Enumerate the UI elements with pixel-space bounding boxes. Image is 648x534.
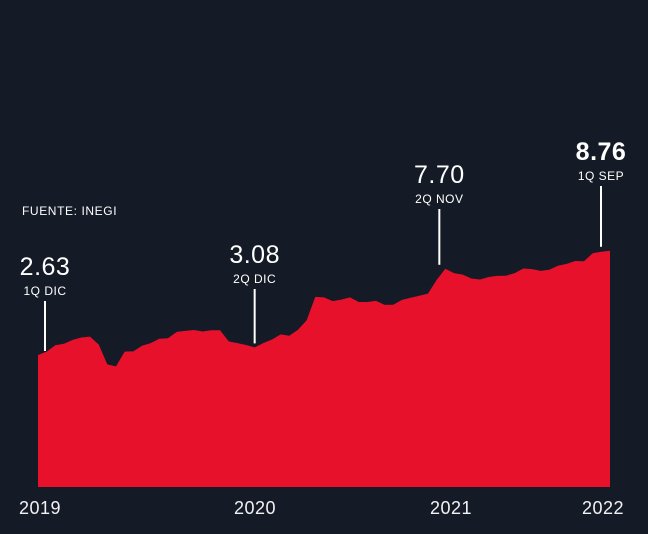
annotation-period: 1Q DIC [23,283,67,298]
annotation-value: 7.70 [413,161,465,189]
source-label: FUENTE: INEGI [22,204,118,218]
callout-lines [44,186,602,351]
annotation: 3.08 2Q DIC [229,241,280,286]
x-tick-2022: 2022 [581,498,625,518]
annotation-period: 2Q NOV [415,191,464,206]
annotation-value: 2.63 [19,253,71,281]
annotation-period: 1Q SEP [577,168,625,183]
annotation-value: 3.08 [229,241,280,269]
annotation: 8.76 1Q SEP [575,138,627,183]
x-tick-2021: 2021 [429,498,473,518]
annotation: 7.70 2Q NOV [413,161,465,206]
area-series [38,250,610,487]
x-tick-2020: 2020 [233,498,277,518]
annotation-value: 8.76 [575,138,627,166]
annotation: 2.63 1Q DIC [19,253,71,298]
x-tick-2019: 2019 [18,498,62,518]
annotation-period: 2Q DIC [233,271,277,286]
